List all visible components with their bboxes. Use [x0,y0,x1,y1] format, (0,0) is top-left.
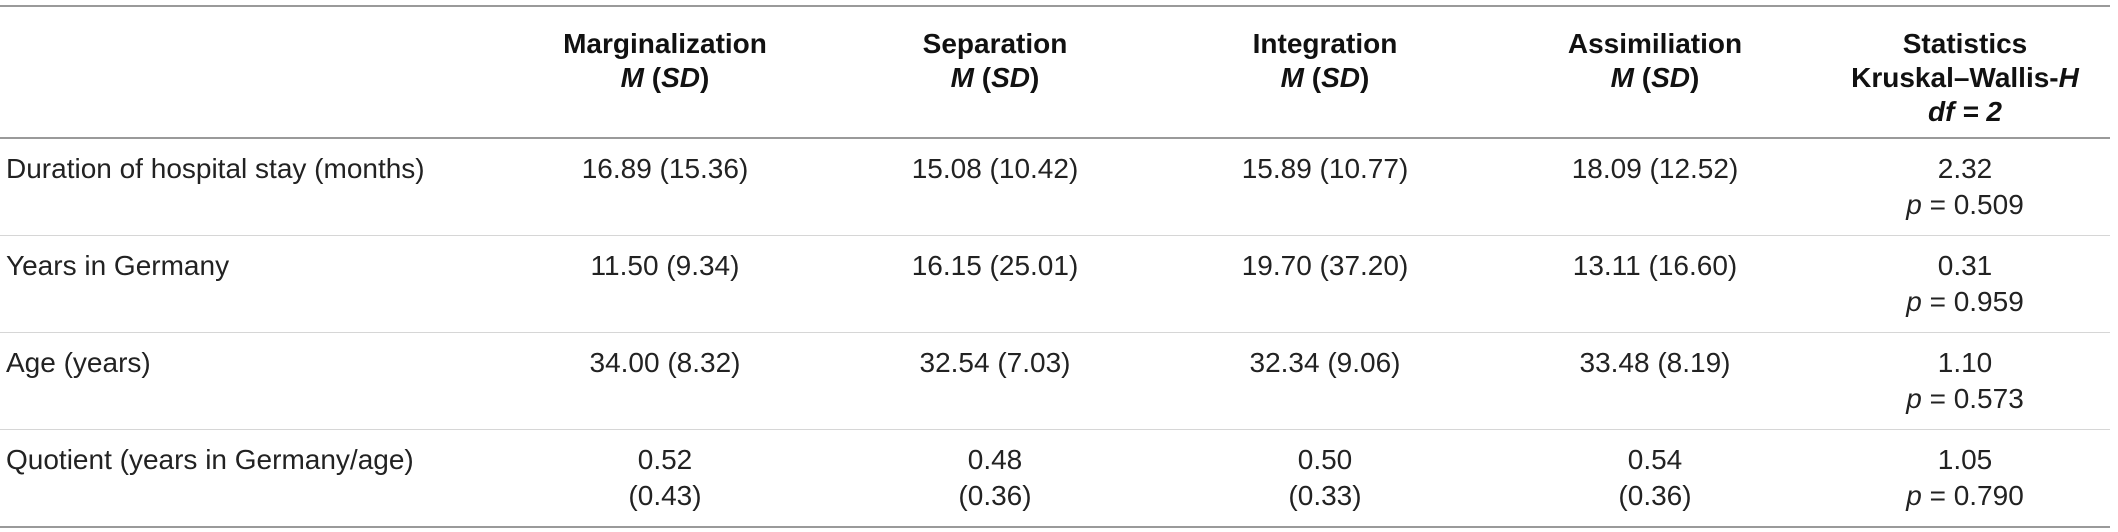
header-marginalization: Marginalization M (SD) [563,28,767,93]
cell-assimilation: 18.09 (12.52) [1490,138,1820,236]
header-integration: Integration M (SD) [1252,28,1398,93]
table-header: Marginalization M (SD) Separation M (SD)… [0,6,2110,138]
table-row: Years in Germany 11.50 (9.34) 16.15 (25.… [0,235,2110,333]
cell-separation: 16.15 (25.01) [830,235,1160,333]
cell-assimilation: 33.48 (8.19) [1490,332,1820,430]
row-label: Years in Germany [0,235,500,333]
cell-integration: 0.50 (0.33) [1288,444,1362,511]
cell-marginalization: 34.00 (8.32) [500,332,830,430]
cell-statistics: 1.10 p = 0.573 [1820,332,2110,430]
table-row: Age (years) 34.00 (8.32) 32.54 (7.03) 32… [0,332,2110,430]
header-row: Marginalization M (SD) Separation M (SD)… [0,6,2110,138]
cell-marginalization: 16.89 (15.36) [500,138,830,236]
row-label: Quotient (years in Germany/age) [6,444,414,475]
cell-separation: 0.48 (0.36) [958,444,1032,511]
cell-integration: 19.70 (37.20) [1160,235,1490,333]
cell-integration: 32.34 (9.06) [1160,332,1490,430]
cell-integration: 15.89 (10.77) [1160,138,1490,236]
header-separation: Separation M (SD) [922,28,1068,93]
table-row: Duration of hospital stay (months) 16.89… [0,138,2110,236]
table-row: Quotient (years in Germany/age) 0.52 (0.4… [0,430,2110,527]
cell-statistics: 1.05 p = 0.790 [1906,444,2024,511]
header-assimilation: Assimiliation M (SD) [1567,28,1743,93]
cell-separation: 32.54 (7.03) [830,332,1160,430]
cell-statistics: 2.32 p = 0.509 [1820,138,2110,236]
table-body: Duration of hospital stay (months) 16.89… [0,138,2110,527]
row-label: Duration of hospital stay (months) [0,138,500,236]
results-table: Marginalization M (SD) Separation M (SD)… [0,5,2110,528]
cell-assimilation: 0.54 (0.36) [1618,444,1692,511]
header-statistics: Statistics Kruskal–Wallis-H df = 2 [1851,28,2079,127]
cell-marginalization: 11.50 (9.34) [500,235,830,333]
header-empty [0,6,500,138]
cell-separation: 15.08 (10.42) [830,138,1160,236]
cell-statistics: 0.31 p = 0.959 [1820,235,2110,333]
cell-assimilation: 13.11 (16.60) [1490,235,1820,333]
cell-marginalization: 0.52 (0.43) [628,444,702,511]
row-label: Age (years) [0,332,500,430]
